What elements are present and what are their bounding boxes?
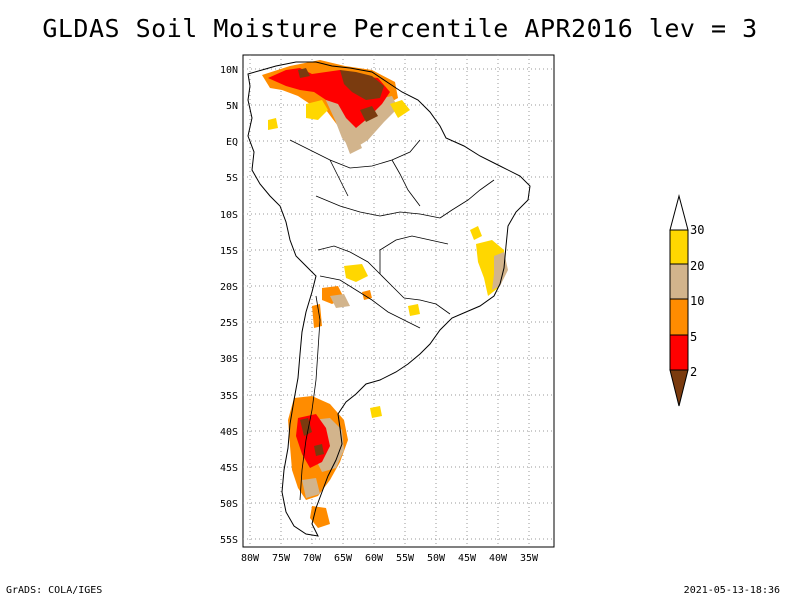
anomaly-para-orange [362,290,372,300]
anomaly-colombia-yellow-1 [306,100,328,120]
lat-tick-label: 15S [220,246,238,257]
lat-tick-label: 50S [220,499,238,510]
colorbar-over-30 [669,194,689,231]
anomaly-north-brown-3 [298,68,310,78]
lat-tick-label: 5N [226,101,238,112]
lon-tick-label: 65W [334,553,353,564]
lon-tick-label: 50W [427,553,446,564]
lon-tick-label: 35W [520,553,539,564]
anomaly-patagonia-brown-2 [314,444,324,456]
lat-tick-label: 25S [220,318,238,329]
map-frame [242,54,555,548]
lon-tick-label: 40W [489,553,508,564]
lon-tick-label: 75W [272,553,291,564]
colorbar-label: 10 [690,294,704,308]
color-bar-legend: 30 20 10 5 2 [669,194,704,407]
anomaly-para-yellow [408,304,420,316]
colorbar-label: 2 [690,365,697,379]
country-borders [289,139,495,501]
anomaly-colombia-tan [344,134,362,154]
lon-axis-labels: 80W 75W 70W 65W 60W 55W 50W 45W 40W 35W [241,553,539,564]
lat-tick-label: 45S [220,463,238,474]
anomaly-colombia-yellow-2 [268,118,278,130]
lon-tick-label: 60W [365,553,384,564]
south-america-outline [247,61,531,537]
soil-moisture-anomalies [262,60,508,528]
lon-tick-label: 70W [303,553,322,564]
anomaly-patagonia-brown [300,418,312,436]
lat-tick-label: 30S [220,354,238,365]
colorbar-under-2 [669,369,689,407]
lon-tick-label: 45W [458,553,477,564]
lat-tick-label: 55S [220,535,238,546]
anomaly-ebrazil-yellow-2 [470,226,482,240]
lat-tick-label: 10N [220,65,238,76]
colorbar-10-20 [669,263,689,300]
anomaly-bolivia-yellow [344,264,368,282]
lat-tick-label: 35S [220,391,238,402]
anomaly-patagonia-yellow [370,406,382,418]
colorbar-label: 5 [690,330,697,344]
anomaly-north-brown [340,70,384,100]
lon-tick-label: 55W [396,553,415,564]
lat-tick-label: 5S [226,173,238,184]
colorbar-label: 20 [690,259,704,273]
footer-software-credit: GrADS: COLA/IGES [6,585,103,596]
anomaly-colombia-yellow-3 [390,100,410,118]
lon-tick-label: 80W [241,553,260,564]
lat-tick-label: 40S [220,427,238,438]
footer-timestamp: 2021-05-13-18:36 [683,585,780,596]
anomaly-ebrazil-tan [492,252,508,290]
lat-tick-label: 10S [220,210,238,221]
colorbar-20-30 [669,229,689,265]
lat-tick-label: 20S [220,282,238,293]
lat-tick-label: EQ [226,137,238,148]
colorbar-2-5 [669,334,689,371]
lat-axis-labels: 10N 5N EQ 5S 10S 15S 20S 25S 30S 35S 40S… [220,65,238,546]
colorbar-label: 30 [690,223,704,237]
anomaly-bolivia-tan [330,294,350,308]
colorbar-5-10 [669,298,689,336]
map-title: GLDAS Soil Moisture Percentile APR2016 l… [42,14,758,43]
anomaly-north-brown-2 [360,106,378,122]
anomaly-patagonia-tan-2 [302,478,320,498]
